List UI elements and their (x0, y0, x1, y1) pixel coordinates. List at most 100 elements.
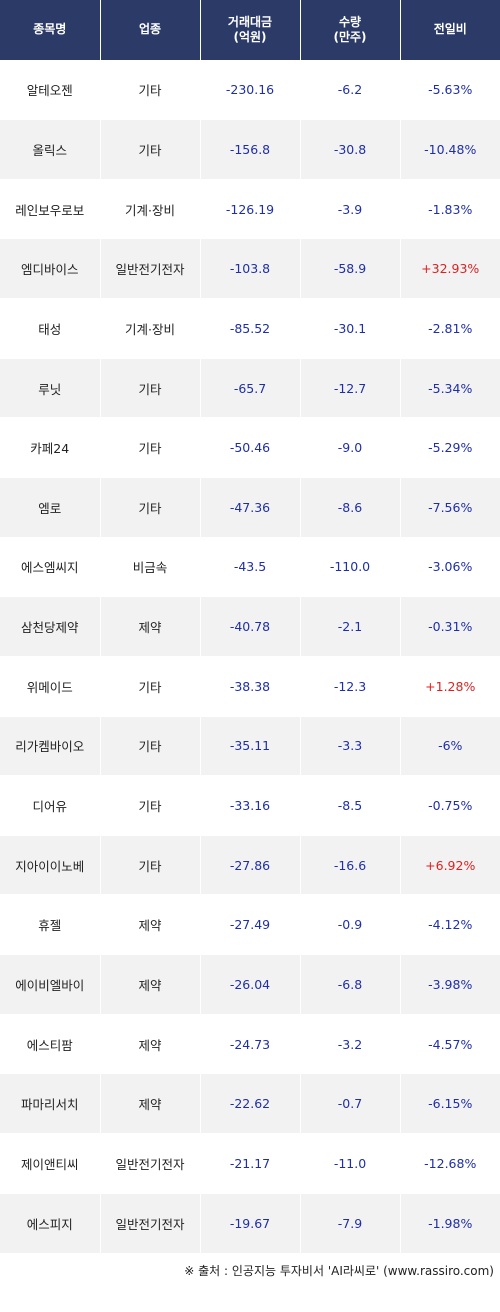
table-body: 알테오젠 기타 -230.16 -6.2 -5.63% 올릭스 기타 -156.8 -30.8-… (0, 59, 500, 1253)
stock-sector: 비금속 (100, 536, 201, 597)
trade-quantity: -11.0 (300, 1133, 401, 1194)
table-row: 리가켐바이오 기타 -35.11 -3.3 -6% (0, 715, 500, 776)
stock-table: 종목명 업종 거래대금 (억원) 수량 (만주) 전일비 알테오젠 기타 -230.… (0, 0, 500, 1253)
trade-quantity: -8.6 (300, 476, 401, 538)
stock-name: 위메이드 (0, 655, 101, 717)
table-row: 디어유 기타 -33.16 -8.5 -0.75% (0, 775, 500, 836)
trade-amount: -35.11 (200, 715, 301, 776)
stock-name: 루닛 (0, 357, 101, 418)
trade-amount: -103.8 (200, 238, 301, 299)
trade-amount: -33.16 (200, 775, 301, 836)
table-row: 파마리서치 제약 -22.62 -0.7 -6.15% (0, 1073, 500, 1134)
price-change: -5.34% (400, 357, 500, 418)
table-row: 위메이드 기타 -38.38 -12.3 +1.28% (0, 655, 500, 717)
price-change: -5.63% (400, 59, 500, 120)
trade-amount: -27.86 (200, 834, 301, 895)
price-change: -3.06% (400, 536, 500, 597)
stock-name: 올릭스 (0, 119, 101, 180)
stock-name: 에이비엘바이 (0, 954, 101, 1015)
price-change: -1.83% (400, 178, 500, 239)
trade-quantity: -58.9 (300, 238, 401, 299)
stock-sector: 제약 (100, 1073, 201, 1134)
table-row: 태성 기계·장비 -85.52 -30.1 -2.81% (0, 298, 500, 359)
table-row: 알테오젠 기타 -230.16 -6.2 -5.63% (0, 59, 500, 120)
stock-name: 삼천당제약 (0, 596, 101, 657)
trade-amount: -22.62 (200, 1073, 301, 1134)
trade-amount: -43.5 (200, 536, 301, 597)
header-quantity: 수량 (만주) (300, 0, 401, 60)
stock-name: 리가켐바이오 (0, 715, 101, 776)
stock-sector: 기타 (100, 59, 201, 120)
price-change: -1.98% (400, 1192, 500, 1253)
price-change: -6.15% (400, 1073, 500, 1134)
header-row: 종목명 업종 거래대금 (억원) 수량 (만주) 전일비 (0, 0, 500, 60)
stock-sector: 일반전기전자 (100, 238, 201, 299)
trade-amount: -47.36 (200, 476, 301, 538)
stock-name: 지아이이노베 (0, 834, 101, 895)
trade-amount: -21.17 (200, 1133, 301, 1194)
price-change: -4.57% (400, 1013, 500, 1074)
trade-amount: -40.78 (200, 596, 301, 657)
trade-quantity: -16.6 (300, 834, 401, 895)
source-footer: ※ 출처 : 인공지능 투자비서 'AI라씨로' (www.rassiro.co… (184, 1264, 494, 1278)
price-change: +1.28% (400, 655, 500, 717)
header-name: 종목명 (0, 0, 101, 60)
trade-quantity: -9.0 (300, 417, 401, 478)
trade-quantity: -3.9 (300, 178, 401, 239)
trade-quantity: -0.9 (300, 894, 401, 955)
stock-name: 엠로 (0, 476, 101, 538)
price-change: -2.81% (400, 298, 500, 359)
trade-quantity: -12.3 (300, 655, 401, 717)
price-change: -12.68% (400, 1133, 500, 1194)
trade-amount: -26.04 (200, 954, 301, 1015)
table-row: 엠로 기타 -47.36 -8.6 -7.56% (0, 476, 500, 538)
trade-quantity: -30.1 (300, 298, 401, 359)
trade-quantity: -3.2 (300, 1013, 401, 1074)
stock-name: 카페24 (0, 417, 101, 478)
header-sector: 업종 (100, 0, 201, 60)
trade-quantity: -2.1 (300, 596, 401, 657)
table-row: 올릭스 기타 -156.8 -30.8 -10.48% (0, 119, 500, 180)
table-row: 제이앤티씨 일반전기전자 -21.17 -11.0 -12.68% (0, 1133, 500, 1194)
stock-sector: 기계·장비 (100, 298, 201, 359)
trade-quantity: -3.3 (300, 715, 401, 776)
table-row: 에스엠씨지 비금속 -43.5 -110.0 -3.06% (0, 536, 500, 597)
table-row: 레인보우로보 기계·장비 -126.19 -3.9 -1.83% (0, 178, 500, 239)
table-row: 휴젤 제약 -27.49 -0.9 -4.12% (0, 894, 500, 955)
stock-name: 제이앤티씨 (0, 1133, 101, 1194)
trade-quantity: -30.8 (300, 119, 401, 180)
trade-quantity: -110.0 (300, 536, 401, 597)
trade-amount: -19.67 (200, 1192, 301, 1253)
trade-amount: -27.49 (200, 894, 301, 955)
header-change: 전일비 (400, 0, 500, 60)
trade-amount: -50.46 (200, 417, 301, 478)
trade-amount: -85.52 (200, 298, 301, 359)
trade-amount: -126.19 (200, 178, 301, 239)
trade-amount: -65.7 (200, 357, 301, 418)
stock-sector: 기타 (100, 476, 201, 538)
stock-sector: 일반전기전자 (100, 1192, 201, 1253)
header-amount: 거래대금 (억원) (200, 0, 301, 60)
table-row: 카페24 기타 -50.46 -9.0 -5.29% (0, 417, 500, 478)
stock-sector: 기타 (100, 357, 201, 418)
price-change: -3.98% (400, 954, 500, 1015)
trade-quantity: -12.7 (300, 357, 401, 418)
price-change: -0.75% (400, 775, 500, 836)
stock-sector: 기타 (100, 119, 201, 180)
price-change: -7.56% (400, 476, 500, 538)
stock-sector: 기타 (100, 417, 201, 478)
trade-quantity: -0.7 (300, 1073, 401, 1134)
price-change: -0.31% (400, 596, 500, 657)
stock-sector: 제약 (100, 1013, 201, 1074)
table-row: 루닛 기타 -65.7 -12.7 -5.34% (0, 357, 500, 418)
stock-name: 파마리서치 (0, 1073, 101, 1134)
trade-amount: -230.16 (200, 59, 301, 120)
stock-name: 엠디바이스 (0, 238, 101, 299)
stock-sector: 기타 (100, 655, 201, 717)
stock-sector: 제약 (100, 954, 201, 1015)
stock-sector: 기계·장비 (100, 178, 201, 239)
stock-name: 알테오젠 (0, 59, 101, 120)
stock-sector: 제약 (100, 596, 201, 657)
stock-name: 에스피지 (0, 1192, 101, 1253)
stock-name: 휴젤 (0, 894, 101, 955)
